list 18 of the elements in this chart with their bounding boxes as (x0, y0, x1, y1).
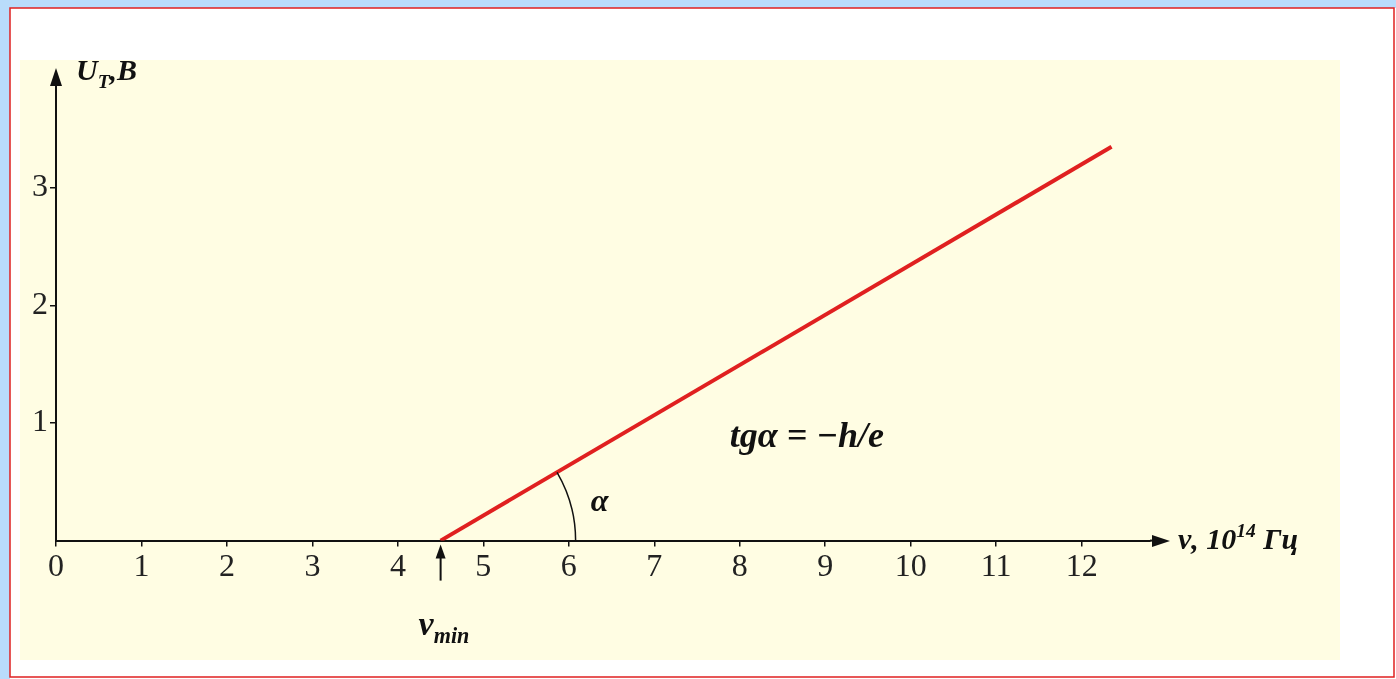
x-tick-label: 0 (48, 547, 64, 584)
x-tick-label: 2 (218, 547, 235, 584)
x-tick-label: 4 (389, 547, 406, 584)
x-tick-label: 7 (646, 547, 663, 584)
x-tick-label: 9 (817, 547, 834, 584)
y-tick-label: 1 (32, 402, 48, 439)
x-tick-label: 5 (475, 547, 492, 584)
y-tick-label: 3 (32, 167, 48, 204)
y-tick-label: 2 (32, 284, 48, 321)
x-tick-label: 1 (133, 547, 150, 584)
x-tick-label: 10 (894, 547, 927, 584)
annotation: tgα = −h/e (729, 414, 885, 455)
x-tick-label: 6 (560, 547, 577, 584)
x-tick-label: 3 (304, 547, 321, 584)
x-tick-label: 12 (1065, 547, 1098, 584)
x-tick-label: 11 (980, 547, 1012, 584)
x-tick-label: 8 (731, 547, 748, 584)
annotation: α (590, 481, 610, 518)
